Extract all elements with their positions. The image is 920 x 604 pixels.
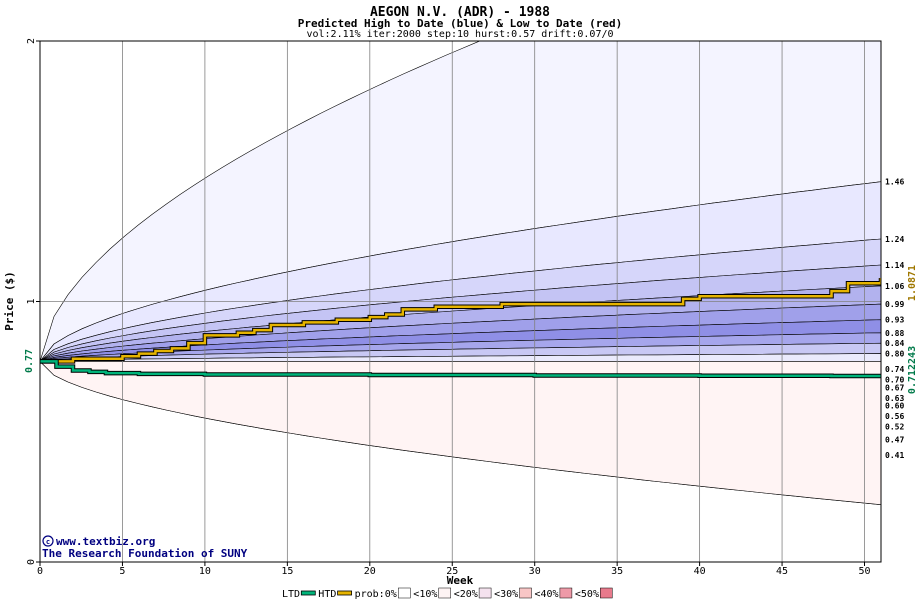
percentile-label: 0.52: [885, 423, 904, 432]
x-tick-label: 35: [611, 566, 623, 577]
credit-block: c www.textbiz.org The Research Foundatio…: [42, 535, 248, 560]
low-band: [40, 361, 881, 506]
chart-title: AEGON N.V. (ADR) - 1988: [370, 5, 550, 20]
x-tick-label: 20: [364, 566, 376, 577]
legend-label: <20%: [454, 589, 478, 600]
percentile-label: 1.24: [885, 235, 904, 244]
percentile-label: 0.60: [885, 402, 904, 411]
legend-label: prob:0%: [355, 589, 397, 600]
y-tick-label: 1: [26, 298, 37, 304]
percentile-label: 0.88: [885, 329, 904, 338]
x-tick-label: 45: [776, 566, 788, 577]
credit-website: www.textbiz.org: [56, 535, 155, 548]
legend-color-swatch: [559, 587, 573, 599]
htd-end-label: 1.0871: [907, 265, 918, 301]
percentile-label: 1.06: [885, 282, 904, 291]
copyright-c: c: [46, 538, 50, 546]
probability-bands: [40, 41, 881, 506]
percentile-label: 1.46: [885, 178, 904, 187]
y-axis-ticks: 0 1 2: [26, 38, 40, 565]
legend-label: <50%: [575, 589, 599, 600]
legend-label: <10%: [413, 589, 437, 600]
legend-label: <30%: [494, 589, 518, 600]
percentile-label: 0.67: [885, 383, 904, 392]
ltd-line: [40, 360, 881, 378]
credit-org: The Research Foundation of SUNY: [42, 547, 248, 560]
x-tick-label: 0: [37, 566, 43, 577]
legend-color-swatch: [478, 587, 492, 599]
x-axis-ticks: 0 5 10 15 20 25 30 35 40 45 50: [37, 562, 871, 577]
percentile-label: 0.74: [885, 365, 904, 374]
legend-color-swatch: [600, 587, 613, 599]
htd-line: [40, 278, 881, 363]
y-tick-label: 2: [26, 38, 37, 44]
percentile-label: 0.63: [885, 394, 904, 403]
y-axis-label: Price ($): [3, 271, 16, 331]
legend-line-swatch: [337, 590, 353, 596]
legend: LTD HTD prob:0% <10% <20% <30% <40% <50%: [282, 587, 613, 600]
percentile-label: 0.84: [885, 339, 904, 348]
percentile-label: 0.80: [885, 350, 904, 359]
percentile-label: 0.47: [885, 436, 904, 445]
percentile-label: 1.14: [885, 261, 904, 270]
x-axis-label: Week: [447, 574, 474, 587]
ltd-end-label: 0.712243: [907, 346, 918, 394]
y-tick-label: 0: [26, 559, 37, 565]
copyright-icon: [42, 535, 54, 547]
x-tick-label: 40: [694, 566, 706, 577]
percentile-label: 0.93: [885, 316, 904, 325]
legend-label: LTD: [282, 589, 300, 600]
legend-line-swatch: [300, 590, 316, 596]
percentile-label: 0.41: [885, 451, 904, 460]
x-tick-label: 25: [446, 566, 458, 577]
x-tick-label: 10: [199, 566, 211, 577]
percentile-labels: 1.46 1.24 1.14 1.06 0.99 0.93 0.880.84 0.80 0.74…: [885, 178, 904, 461]
percentile-label: 0.99: [885, 300, 904, 309]
grid: [40, 41, 881, 562]
series-lines: [40, 278, 881, 379]
x-tick-label: 30: [529, 566, 541, 577]
chart-params: vol:2.11% iter:2000 step:10 hurst:0.57 d…: [306, 29, 613, 40]
legend-label: HTD: [318, 589, 336, 600]
legend-color-swatch: [438, 587, 451, 599]
x-tick-label: 5: [119, 566, 125, 577]
legend-color-swatch: [519, 587, 532, 599]
percentile-label: 0.70: [885, 376, 904, 385]
percentile-label: 0.56: [885, 412, 904, 421]
x-tick-label: 50: [858, 566, 870, 577]
x-tick-label: 15: [281, 566, 293, 577]
chart-subtitle: Predicted High to Date (blue) & Low to D…: [298, 17, 623, 30]
legend-color-swatch: [398, 587, 411, 599]
legend-label: <40%: [535, 589, 559, 600]
start-price-label: 0.77: [24, 349, 35, 373]
